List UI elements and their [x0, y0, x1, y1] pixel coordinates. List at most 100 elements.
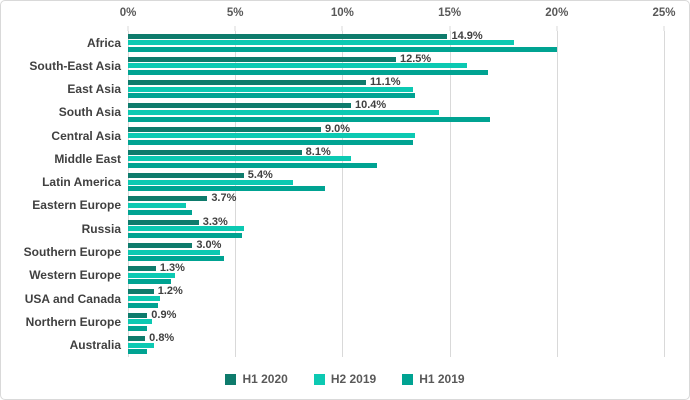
- bar-line: [128, 319, 664, 325]
- bar: [128, 349, 148, 355]
- bar-line: [128, 296, 664, 302]
- category-label: Southern Europe: [23, 245, 121, 260]
- x-axis-track: 0% 5% 10% 15% 20% 25%: [120, 1, 676, 31]
- bar-line: 1.2%: [128, 286, 664, 297]
- bar-group: 5.4%: [128, 170, 664, 194]
- x-axis-tick-mark: [234, 26, 236, 31]
- bar-line: 1.3%: [128, 263, 664, 274]
- bar: [128, 296, 161, 302]
- bar-line: 10.4%: [128, 99, 664, 112]
- category-label: Latin America: [42, 175, 121, 190]
- category-axis: Africa South-East Asia East Asia South Asia…: [1, 31, 128, 357]
- bar-group: 1.3%: [128, 263, 664, 287]
- bar-group: 12.5%: [128, 53, 664, 77]
- bar-group: 9.0%: [128, 123, 664, 147]
- bar: [128, 116, 491, 122]
- bar-line: [128, 349, 664, 355]
- bar: [128, 139, 414, 145]
- data-label: 3.0%: [196, 238, 222, 251]
- category-label: Northern Europe: [25, 314, 121, 329]
- bar-line: [128, 63, 664, 69]
- bar: [128, 312, 148, 318]
- category-label: Russia: [81, 221, 121, 236]
- bar-group: 3.3%: [128, 215, 664, 240]
- bar-line: [128, 139, 664, 145]
- x-axis-tick-label: 10%: [330, 7, 354, 19]
- bar: [128, 186, 326, 192]
- bar: [128, 249, 221, 255]
- bar-line: [128, 325, 664, 331]
- bar-line: [128, 302, 664, 308]
- bar: [128, 46, 557, 52]
- bar-line: 8.1%: [128, 145, 664, 158]
- category-label: Central Asia: [51, 128, 121, 143]
- bar-group: 0.9%: [128, 308, 664, 333]
- bar-group: 1.2%: [128, 286, 664, 310]
- legend: H1 2020 H2 2019 H1 2019: [1, 357, 689, 399]
- bar: [128, 63, 467, 69]
- bar: [128, 40, 514, 46]
- x-axis-tick-label: 20%: [545, 7, 569, 19]
- bar-group: 10.4%: [128, 99, 664, 124]
- bar: [128, 93, 416, 99]
- bar-line: [128, 93, 664, 99]
- bar: [128, 133, 416, 139]
- bar-line: [128, 249, 664, 255]
- bar-line: [128, 116, 664, 122]
- data-label: 0.8%: [149, 331, 175, 344]
- category-label: Australia: [69, 338, 121, 353]
- bar-line: 0.9%: [128, 308, 664, 321]
- bar-line: [128, 163, 664, 169]
- bar: [128, 173, 244, 179]
- legend-item: H1 2020: [225, 372, 288, 386]
- bar: [128, 202, 186, 208]
- x-axis: 0% 5% 10% 15% 20% 25%: [1, 1, 689, 31]
- gridline: [664, 31, 665, 357]
- bar-line: 14.9%: [128, 29, 664, 42]
- bar: [128, 335, 146, 341]
- bar: [128, 242, 193, 248]
- bar-line: [128, 86, 664, 92]
- bar: [128, 163, 377, 169]
- bar: [128, 289, 154, 295]
- data-label: 8.1%: [305, 145, 331, 158]
- data-label: 10.4%: [354, 99, 387, 112]
- data-label: 14.9%: [451, 29, 483, 42]
- bar: [128, 232, 242, 238]
- category-label: Middle East: [54, 151, 121, 166]
- bar-line: [128, 109, 664, 115]
- x-axis-tick-mark: [449, 26, 451, 31]
- chart-body: Africa South-East Asia East Asia South Asia…: [1, 29, 689, 357]
- bar-group: 8.1%: [128, 145, 664, 170]
- bar-group: 0.8%: [128, 331, 664, 356]
- x-axis-tick-label: 5%: [226, 7, 244, 19]
- bar-group: 14.9%: [128, 29, 664, 54]
- category-label: Eastern Europe: [32, 198, 121, 213]
- bar: [128, 196, 208, 202]
- bar: [128, 279, 171, 285]
- x-axis-tick-label: 15%: [438, 7, 462, 19]
- bar-group: 11.1%: [128, 77, 664, 101]
- legend-item-label: H1 2020: [242, 372, 288, 386]
- plot-area: 14.9% 12.5% 11.1% 10.4% 9.0% 8.1% 5.4%: [128, 29, 665, 357]
- x-axis-tick-mark: [663, 26, 665, 31]
- data-label: 3.3%: [202, 215, 228, 228]
- bar-line: [128, 40, 664, 46]
- gridline: [128, 31, 129, 357]
- data-label: 3.7%: [211, 192, 237, 205]
- bar: [128, 272, 176, 278]
- bar-line: [128, 186, 664, 192]
- category-label: Western Europe: [29, 268, 121, 283]
- bar: [128, 179, 294, 185]
- axis-spacer: [1, 1, 128, 31]
- legend-item-label: H1 2019: [419, 372, 465, 386]
- category-label: Africa: [86, 35, 121, 50]
- legend-swatch-icon: [402, 373, 414, 385]
- data-label: 0.9%: [151, 308, 177, 321]
- legend-item-label: H2 2019: [330, 372, 377, 386]
- bar-line: 11.1%: [128, 77, 664, 88]
- bar-line: [128, 46, 664, 52]
- bar: [128, 109, 439, 115]
- bar-line: [128, 209, 664, 215]
